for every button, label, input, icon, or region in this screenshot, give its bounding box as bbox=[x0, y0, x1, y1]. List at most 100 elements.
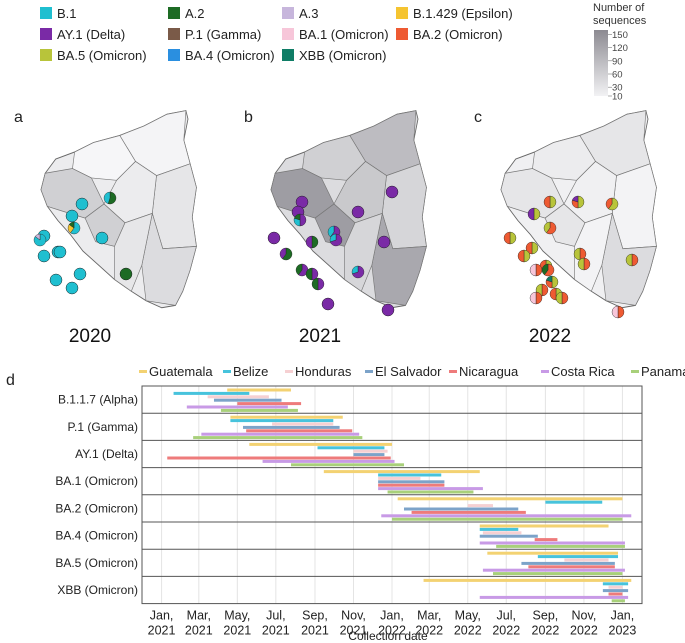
country-legend-label-3: El Salvador bbox=[375, 364, 442, 379]
country-legend-swatch-0 bbox=[139, 370, 147, 373]
pie-slice bbox=[583, 257, 591, 271]
map-panels: a 2020 b 2021 c 2022 bbox=[14, 109, 657, 347]
range-bar bbox=[479, 534, 538, 538]
pie-slice bbox=[294, 213, 301, 221]
pie-slice bbox=[543, 195, 551, 209]
pie-chart bbox=[311, 277, 325, 291]
pie-slice bbox=[33, 233, 47, 247]
pie-chart bbox=[625, 253, 639, 267]
pie-slice bbox=[617, 305, 625, 319]
x-tick-label-9: Jul, 2022 bbox=[492, 609, 520, 638]
country-legend-label-6: Panama bbox=[641, 364, 685, 379]
range-bar bbox=[387, 490, 474, 494]
pie-chart bbox=[305, 267, 319, 281]
row-label-1: P.1 (Gamma) bbox=[68, 420, 138, 434]
sequences-legend-title-2: sequences bbox=[593, 15, 647, 27]
pie-slice bbox=[295, 263, 303, 276]
pie-slice bbox=[517, 249, 525, 263]
pie-slice bbox=[351, 205, 365, 219]
pie-slice bbox=[527, 207, 535, 221]
sequences-tick-1: 120 bbox=[612, 43, 628, 54]
pie-chart bbox=[545, 275, 559, 289]
pie-chart bbox=[529, 263, 543, 277]
range-bar bbox=[378, 483, 445, 487]
row-label-2: AY.1 (Delta) bbox=[75, 447, 138, 461]
row-label-0: B.1.1.7 (Alpha) bbox=[58, 393, 138, 407]
range-bar bbox=[493, 572, 623, 576]
country-legend-swatch-5 bbox=[541, 370, 549, 373]
range-bar bbox=[482, 568, 625, 572]
range-bar bbox=[230, 419, 334, 423]
lineage-legend-label-5: P.1 (Gamma) bbox=[185, 27, 261, 42]
range-bar bbox=[564, 558, 609, 562]
pie-chart bbox=[503, 231, 517, 245]
pie-slice bbox=[103, 191, 111, 204]
country-legend-label-5: Costa Rica bbox=[551, 364, 615, 379]
pie-slice bbox=[577, 257, 585, 271]
pie-chart bbox=[611, 305, 625, 319]
pie-chart bbox=[75, 197, 89, 211]
x-axis-title: Collection date bbox=[348, 629, 428, 643]
country-legend-swatch-3 bbox=[365, 370, 373, 373]
panel-letter-d: d bbox=[6, 372, 15, 389]
x-tick-label-5: Nov, 2021 bbox=[340, 609, 368, 638]
range-bar bbox=[227, 388, 291, 392]
range-bar bbox=[353, 449, 388, 453]
lineage-legend-label-1: A.2 bbox=[185, 6, 205, 21]
lineage-legend-swatch-6 bbox=[282, 28, 294, 40]
range-bar bbox=[378, 487, 483, 491]
pie-slice bbox=[549, 195, 557, 209]
country-legend-label-4: Nicaragua bbox=[459, 364, 519, 379]
pie-slice bbox=[37, 249, 51, 263]
row-label-3: BA.1 (Omicron) bbox=[55, 474, 138, 488]
sequences-tick-5: 10 bbox=[612, 92, 623, 103]
pie-chart bbox=[295, 263, 309, 277]
range-bar bbox=[602, 589, 629, 593]
pie-slice bbox=[531, 241, 539, 255]
range-bar bbox=[479, 524, 609, 528]
range-bar bbox=[173, 391, 250, 395]
pie-chart bbox=[293, 213, 307, 227]
sequences-tick-3: 60 bbox=[612, 70, 623, 81]
pie-slice bbox=[305, 235, 313, 249]
panel-letter-c: c bbox=[474, 109, 482, 126]
range-bar bbox=[237, 402, 302, 406]
pie-slice bbox=[317, 277, 325, 291]
pie-slice bbox=[535, 291, 543, 305]
range-bar bbox=[397, 497, 623, 501]
range-bar bbox=[220, 408, 298, 412]
pie-slice bbox=[329, 233, 337, 243]
range-bar bbox=[608, 585, 623, 589]
range-bar bbox=[496, 544, 625, 548]
pie-slice bbox=[541, 283, 549, 297]
range-bar bbox=[290, 463, 404, 467]
country-legend-label-2: Honduras bbox=[295, 364, 352, 379]
country-legend-swatch-4 bbox=[449, 370, 457, 373]
lineage-legend-label-0: B.1 bbox=[57, 6, 77, 21]
range-bar bbox=[528, 565, 615, 569]
pie-chart bbox=[385, 185, 399, 199]
x-tick-label-3: Jul, 2021 bbox=[262, 609, 290, 638]
sequences-legend-title: Number of bbox=[593, 2, 645, 14]
range-bar bbox=[317, 446, 385, 450]
pie-slice bbox=[65, 281, 79, 295]
range-bar bbox=[545, 500, 603, 504]
country-legend-label-0: Guatemala bbox=[149, 364, 213, 379]
lineage-legend: B.1 A.2 A.3 B.1.429 (Epsilon) AY.1 (Delta) P.… bbox=[40, 6, 513, 63]
pie-chart bbox=[53, 245, 67, 259]
range-bar bbox=[213, 398, 282, 402]
pie-slice bbox=[311, 235, 319, 249]
pie-slice bbox=[577, 195, 585, 209]
range-bar bbox=[353, 453, 385, 457]
country-map bbox=[40, 110, 197, 309]
range-bar bbox=[602, 582, 629, 586]
pie-slice bbox=[555, 291, 563, 305]
range-bar bbox=[262, 459, 395, 463]
range-bar bbox=[479, 595, 629, 599]
pie-slice bbox=[267, 231, 281, 245]
range-bar bbox=[537, 555, 619, 559]
range-bar bbox=[243, 425, 340, 429]
pie-slice bbox=[605, 197, 613, 210]
pie-slice bbox=[543, 221, 551, 234]
